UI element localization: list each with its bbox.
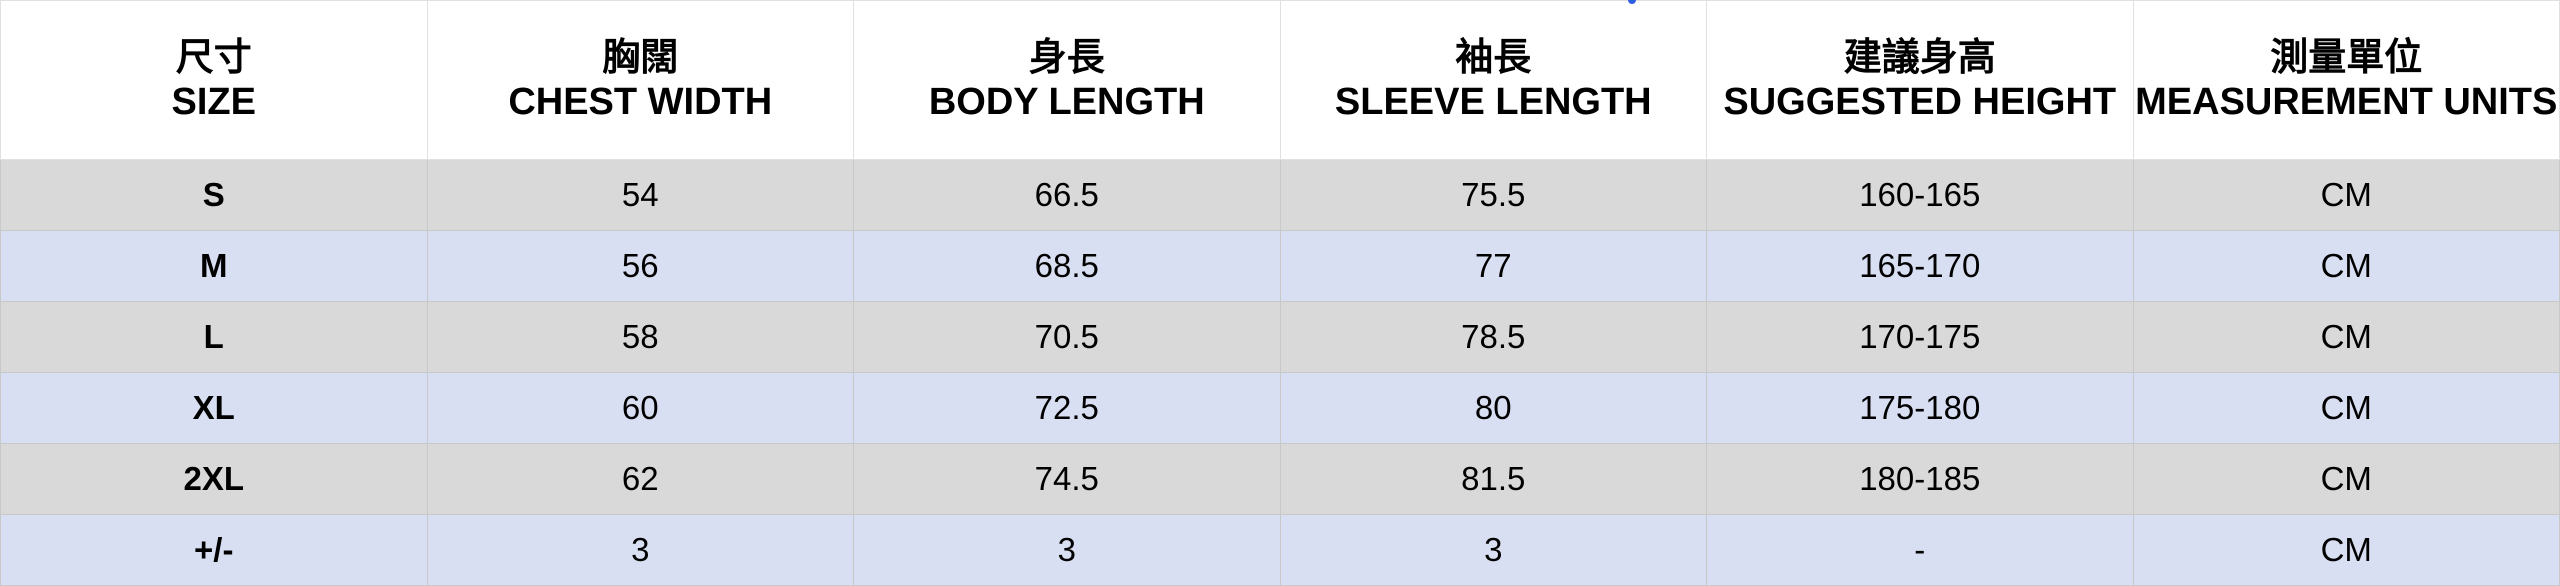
table-cell[interactable]: 66.5 xyxy=(853,159,1281,231)
header-label-en: BODY LENGTH xyxy=(928,81,1205,123)
table-cell[interactable]: CM xyxy=(2132,514,2560,586)
table-cell[interactable]: 165-170 xyxy=(1706,230,2134,302)
size-cell[interactable]: +/- xyxy=(0,514,428,586)
table-row: XL 60 72.5 80 175-180 CM xyxy=(0,372,2560,444)
table-cell[interactable]: 58 xyxy=(426,301,854,373)
table-row: +/- 3 3 3- CM xyxy=(0,514,2560,586)
table-cell[interactable]: 3 xyxy=(853,514,1281,586)
table-cell[interactable]: 75.5 xyxy=(1279,159,1707,231)
column-header[interactable]: 胸闊 CHEST WIDTH xyxy=(426,0,854,160)
table-row: M 56 68.5 77 165-170 CM xyxy=(0,230,2560,302)
table-cell[interactable]: CM xyxy=(2132,301,2560,373)
table-cell[interactable]: 170-175 xyxy=(1706,301,2134,373)
table-cell[interactable]: CM xyxy=(2132,372,2560,444)
table-cell[interactable]: 3 xyxy=(1279,514,1707,586)
size-cell[interactable]: XL xyxy=(0,372,428,444)
table-cell[interactable]: CM xyxy=(2132,443,2560,515)
table-cell[interactable]: 160-165 xyxy=(1706,159,2134,231)
table-cell[interactable]: 78.5 xyxy=(1279,301,1707,373)
header-label-en: MEASUREMENT UNITS xyxy=(2135,81,2558,123)
table-cell[interactable]: 80 xyxy=(1279,372,1707,444)
column-header[interactable]: 身長 BODY LENGTH xyxy=(853,0,1281,160)
table-cell[interactable]: CM xyxy=(2132,159,2560,231)
size-cell[interactable]: 2XL xyxy=(0,443,428,515)
column-header[interactable]: 測量單位 MEASUREMENT UNITS xyxy=(2132,0,2560,160)
header-label-zh: 胸闊 xyxy=(602,37,679,79)
header-label-zh: 建議身高 xyxy=(1843,37,1996,79)
table-cell[interactable]: 54 xyxy=(426,159,854,231)
column-header[interactable]: 袖長 SLEEVE LENGTH xyxy=(1279,0,1707,160)
column-header[interactable]: 尺寸 SIZE xyxy=(0,0,428,160)
header-label-en: SUGGESTED HEIGHT xyxy=(1723,81,2117,123)
header-label-zh: 測量單位 xyxy=(2270,37,2423,79)
column-header[interactable]: 建議身高 SUGGESTED HEIGHT xyxy=(1706,0,2134,160)
table-cell[interactable]: 70.5 xyxy=(853,301,1281,373)
table-cell[interactable]: - xyxy=(1706,514,2134,586)
table-cell[interactable]: 74.5 xyxy=(853,443,1281,515)
header-label-zh: 袖長 xyxy=(1455,37,1532,79)
table-cell[interactable]: CM xyxy=(2132,230,2560,302)
table-cell[interactable]: 72.5 xyxy=(853,372,1281,444)
table-cell[interactable]: 77 xyxy=(1279,230,1707,302)
table-cell[interactable]: 62 xyxy=(426,443,854,515)
table-cell[interactable]: 60 xyxy=(426,372,854,444)
table-row: L 58 70.5 78.5 170-175 CM xyxy=(0,301,2560,373)
table-cell[interactable]: 81.5 xyxy=(1279,443,1707,515)
size-cell[interactable]: M xyxy=(0,230,428,302)
cell-selection-handle[interactable] xyxy=(1628,0,1636,4)
header-label-en: SLEEVE LENGTH xyxy=(1334,81,1652,123)
table-cell[interactable]: 56 xyxy=(426,230,854,302)
table-cell[interactable]: 175-180 xyxy=(1706,372,2134,444)
header-label-en: SIZE xyxy=(171,81,256,123)
table-cell[interactable]: 3 xyxy=(426,514,854,586)
table-row: 2XL 62 74.5 81.5 180-185 CM xyxy=(0,443,2560,515)
table-cell[interactable]: 180-185 xyxy=(1706,443,2134,515)
header-row: 尺寸 SIZE 胸闊 CHEST WIDTH 身長 BODY LENGTH 袖長 SLEEVE… xyxy=(0,0,2560,160)
table-cell[interactable]: 68.5 xyxy=(853,230,1281,302)
size-cell[interactable]: S xyxy=(0,159,428,231)
size-cell[interactable]: L xyxy=(0,301,428,373)
table-row: S 54 66.5 75.5 160-165 CM xyxy=(0,159,2560,231)
header-label-zh: 身長 xyxy=(1028,37,1105,79)
header-label-zh: 尺寸 xyxy=(175,37,252,79)
header-label-en: CHEST WIDTH xyxy=(508,81,773,123)
